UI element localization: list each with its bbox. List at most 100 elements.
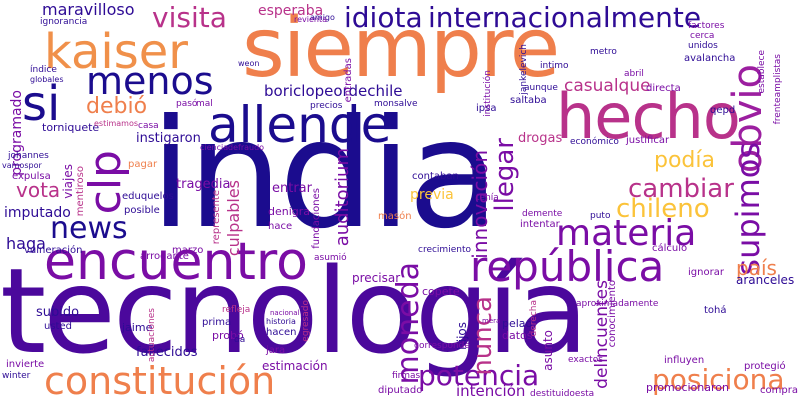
word-vamospor: vamospor — [2, 161, 42, 170]
word-globales: globales — [30, 75, 64, 84]
word-marzo: marzo — [172, 245, 204, 256]
word-asunto: asunto — [541, 330, 555, 371]
word-promocionaron: promocionaron — [646, 381, 729, 394]
word-winter: winter — [2, 371, 31, 381]
word-maravilloso: maravilloso — [42, 0, 135, 19]
word-esperaba: esperaba — [258, 3, 324, 19]
word-nunca: nunca — [468, 296, 498, 376]
word-protegio: protegió — [744, 361, 786, 372]
word-qepd: qepd — [710, 105, 736, 116]
word-pais: país — [736, 256, 777, 280]
word-arrogante: arrogante — [140, 251, 189, 262]
word-hace: hace — [268, 221, 293, 232]
word-crecimiento: crecimiento — [418, 245, 471, 255]
word-revienta: revienta — [294, 15, 328, 24]
word-cambiar: cambiar — [628, 174, 734, 204]
word-vota: vota — [16, 178, 61, 202]
word-indice: índice — [30, 65, 57, 75]
word-republica: república — [470, 242, 665, 291]
word-economico: económico — [570, 137, 619, 147]
word-establece: establece — [757, 50, 767, 94]
word-casa: casa — [138, 121, 159, 131]
word-contaban: contaban — [412, 171, 459, 182]
word-mason: masón — [378, 211, 412, 222]
word-da: da — [234, 335, 246, 345]
word-invierte: invierte — [6, 359, 45, 370]
word-encuentro: encuentro — [44, 232, 308, 292]
word-egresado: egresado — [301, 300, 311, 342]
word-intencion: intención — [456, 382, 526, 400]
word-entradas: entradas — [343, 58, 354, 103]
word-previa: previa — [410, 187, 454, 203]
word-jara: jara — [266, 345, 286, 356]
word-instigaron: instigaron — [136, 131, 201, 146]
word-weon: weon — [238, 59, 260, 68]
word-usted: usted — [44, 321, 72, 332]
word-avalancha: avalancha — [684, 53, 736, 64]
word-casualque: casualque — [564, 76, 651, 96]
word-tragedia: tragedia — [176, 177, 231, 192]
word-monsalve: monsalve — [374, 99, 418, 109]
word-menos: menos — [86, 59, 214, 103]
word-saltaba: saltaba — [510, 95, 547, 106]
word-corresponde: corresponde — [414, 341, 470, 351]
word-unidos: unidos — [688, 41, 718, 51]
word-boriclopeordechile: boriclopeordechile — [264, 82, 403, 100]
word-demente: demente — [522, 209, 563, 219]
word-conocimiento: conocimiento — [607, 280, 618, 348]
word-intentar: intentar — [520, 219, 560, 230]
word-hacen: hacen — [266, 327, 297, 338]
word-chileno: chileno — [616, 194, 710, 224]
word-asumio: asumió — [314, 253, 347, 263]
word-firmas: firmas — [392, 371, 421, 381]
word-defraudo: defraudo — [228, 143, 265, 152]
word-jaime: jaime — [122, 321, 153, 334]
word-fallecidos: fallecidos — [136, 345, 198, 360]
word-precisar: precisar — [352, 271, 401, 285]
word-tecnologia: tecnología — [0, 242, 589, 380]
word-ipsa: ipsa — [476, 103, 497, 114]
word-historia: historia — [266, 317, 296, 326]
word-frenteamplistas: frenteamplistas — [773, 54, 783, 125]
word-aproximadamente: aproximadamente — [576, 299, 659, 309]
word-si: si — [22, 76, 61, 132]
word-amigo: amigo — [310, 13, 335, 22]
word-kaiser: kaiser — [44, 24, 188, 80]
word-imputado: imputado — [4, 205, 71, 221]
word-justificar: justificar — [626, 135, 670, 146]
word-drogas: drogas — [518, 131, 563, 146]
word-siempre: siempre — [242, 1, 560, 96]
word-mentiroso: mentiroso — [75, 166, 86, 217]
word-toha: tohá — [704, 305, 727, 316]
word-copete: copete — [422, 285, 460, 298]
word-pagar: pagar — [128, 159, 158, 170]
word-posible: posible — [124, 205, 160, 216]
word-eduquelos: eduquelos — [122, 191, 174, 202]
word-compra: compra — [760, 385, 798, 396]
word-clp: clp — [80, 150, 131, 215]
word-entrar: entrar — [272, 181, 312, 196]
word-denigra: denigra — [268, 205, 311, 218]
word-paso: pasó — [176, 99, 198, 109]
word-actuaciones: actuaciones — [147, 308, 157, 363]
word-expulsa: expulsa — [12, 171, 51, 182]
word-diputado: diputado — [378, 385, 423, 396]
word-aunque: aunque — [524, 83, 558, 93]
word-nacional: nacional — [270, 309, 300, 317]
word-derecha: derecha — [529, 300, 539, 337]
word-metro: metro — [590, 47, 617, 57]
word-destituidoesta: destituidoesta — [530, 389, 595, 399]
word-debio: debió — [86, 94, 148, 119]
word-ignorancia: ignorancia — [40, 17, 88, 27]
word-hecho: hecho — [556, 80, 741, 153]
word-probo: probó — [212, 329, 244, 342]
word-idiota: idiota — [344, 1, 423, 34]
word-mera: mera — [482, 317, 501, 325]
word-india: india — [150, 88, 500, 262]
word-fundaciones: fundaciones — [311, 188, 322, 249]
word-ciencia: ciencia — [200, 143, 229, 152]
word-subido: subido — [36, 305, 80, 320]
word-prima: prima — [202, 317, 232, 328]
word-ignorar: ignorar — [688, 267, 724, 278]
